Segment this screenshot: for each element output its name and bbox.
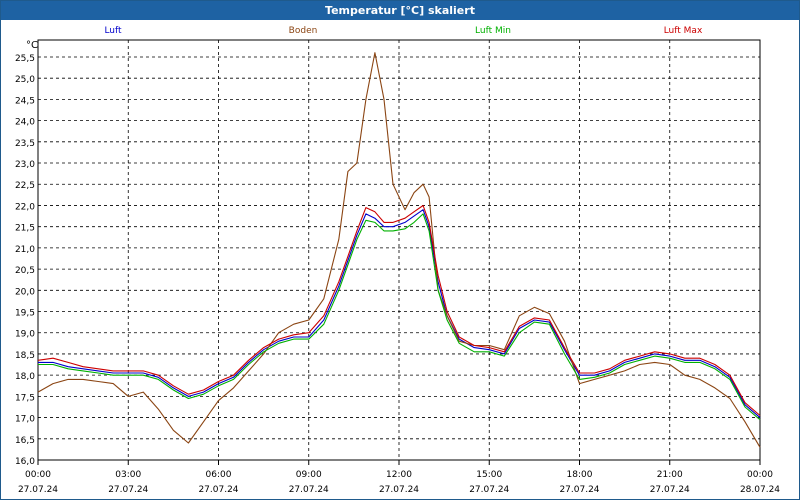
x-tick-date: 27.07.24 [108,485,148,495]
x-axis: 00:00 27.07.24 03:00 27.07.24 06:00 27.07.24 0… [18,460,780,495]
y-tick-label: 22,5 [15,181,35,191]
legend-item: Boden [289,26,318,36]
x-tick-time: 06:00 [206,470,232,480]
x-tick-time: 00:00 [747,470,773,480]
x-tick-time: 12:00 [386,470,412,480]
y-tick-label: 18,0 [15,372,35,382]
y-tick-label: 18,5 [15,351,35,361]
y-tick-label: 16,5 [15,436,35,446]
x-tick-date: 27.07.24 [650,485,690,495]
y-tick-label: 23,0 [15,160,35,170]
y-tick-label: 22,0 [15,202,35,212]
x-tick-time: 09:00 [296,470,322,480]
y-tick-label: 17,0 [15,415,35,425]
x-tick-date: 27.07.24 [559,485,599,495]
x-tick-date: 27.07.24 [379,485,419,495]
x-tick-time: 21:00 [657,470,683,480]
series-line-luft [38,209,761,419]
series-line-boden [37,52,761,448]
legend-item: Luft Max [664,26,703,36]
series-group [37,52,761,448]
x-tick-date: 27.07.24 [469,485,509,495]
legend-item: Luft Min [475,26,511,36]
series-line-luft-min [38,213,761,421]
y-tick-label: 21,0 [15,245,35,255]
x-tick-date: 27.07.24 [18,485,58,495]
x-tick-date: 28.07.24 [740,485,780,495]
y-tick-label: 25,0 [15,75,35,85]
legend-item: Luft [104,26,122,36]
y-tick-label: 25,5 [15,54,35,64]
x-tick-time: 18:00 [567,470,593,480]
grid-lines [38,40,760,461]
y-tick-label: 19,0 [15,330,35,340]
x-tick-time: 15:00 [476,470,502,480]
y-tick-label: 24,0 [15,118,35,128]
y-tick-label: 19,5 [15,309,35,319]
x-tick-time: 00:00 [25,470,51,480]
y-axis-label: °C [26,40,38,51]
y-axis: 16,0 16,5 17,0 17,5 18,0 18,5 19,0 19,5 20,0 20,5… [15,54,35,467]
series-line-luft-max [37,204,761,416]
y-tick-label: 24,5 [15,96,35,106]
x-tick-time: 03:00 [115,470,141,480]
y-tick-label: 20,0 [15,287,35,297]
x-tick-date: 27.07.24 [289,485,329,495]
y-tick-label: 21,5 [15,224,35,234]
y-tick-label: 17,5 [15,393,35,403]
y-tick-label: 16,0 [15,457,35,467]
chart-title: Temperatur [°C] skaliert [1,1,799,20]
y-tick-label: 23,5 [15,139,35,149]
legend: Luft Boden Luft Min Luft Max [104,26,703,36]
x-tick-date: 27.07.24 [198,485,238,495]
y-tick-label: 20,5 [15,266,35,276]
